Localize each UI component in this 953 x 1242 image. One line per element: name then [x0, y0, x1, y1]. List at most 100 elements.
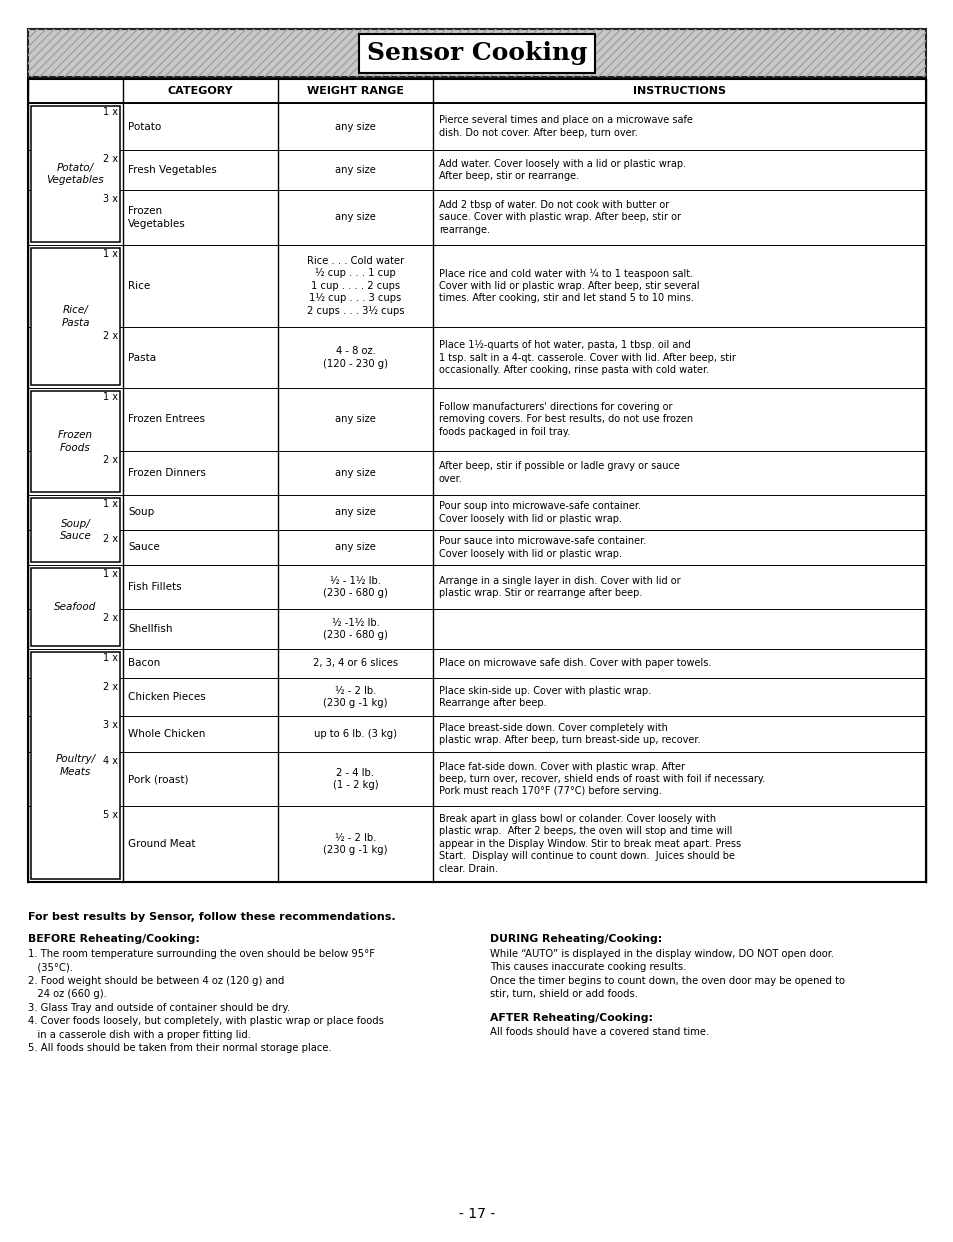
Text: 2. Food weight should be between 4 oz (120 g) and: 2. Food weight should be between 4 oz (1… [28, 975, 284, 985]
Text: Potato: Potato [128, 122, 161, 132]
Text: ½ - 1½ lb.
(230 - 680 g): ½ - 1½ lb. (230 - 680 g) [323, 576, 388, 599]
Text: 4 x: 4 x [103, 756, 118, 766]
Text: 24 oz (660 g).: 24 oz (660 g). [28, 989, 107, 999]
Text: Soup/
Sauce: Soup/ Sauce [59, 519, 91, 542]
Bar [28, 79, 925, 103]
Bar [30, 106, 120, 242]
Text: any size: any size [335, 543, 375, 553]
Text: After beep, stir if possible or ladle gravy or sauce
over.: After beep, stir if possible or ladle gr… [438, 462, 679, 484]
Bar [30, 568, 120, 646]
Text: 3. Glass Tray and outside of container should be dry.: 3. Glass Tray and outside of container s… [28, 1002, 290, 1012]
Text: any size: any size [335, 212, 375, 222]
Text: 4. Cover foods loosely, but completely, with plastic wrap or place foods: 4. Cover foods loosely, but completely, … [28, 1016, 383, 1026]
Text: Pour sauce into microwave-safe container.
Cover loosely with lid or plastic wrap: Pour sauce into microwave-safe container… [438, 537, 645, 559]
Text: Place breast-side down. Cover completely with
plastic wrap. After beep, turn bre: Place breast-side down. Cover completely… [438, 723, 700, 745]
Text: Add 2 tbsp of water. Do not cook with butter or
sauce. Cover with plastic wrap. : Add 2 tbsp of water. Do not cook with bu… [438, 200, 680, 235]
Text: 3 x: 3 x [103, 720, 118, 730]
Text: DURING Reheating/Cooking:: DURING Reheating/Cooking: [490, 934, 661, 944]
Text: Rice: Rice [128, 281, 150, 291]
Text: 2 x: 2 x [103, 682, 118, 692]
Text: CATEGORY: CATEGORY [168, 86, 233, 96]
Text: Sauce: Sauce [128, 543, 159, 553]
Bar [28, 29, 925, 77]
Text: stir, turn, shield or add foods.: stir, turn, shield or add foods. [490, 989, 638, 999]
Text: 1 x: 1 x [103, 248, 118, 258]
Text: Place skin-side up. Cover with plastic wrap.
Rearrange after beep.: Place skin-side up. Cover with plastic w… [438, 686, 651, 708]
Text: Place fat-side down. Cover with plastic wrap. After
beep, turn over, recover, sh: Place fat-side down. Cover with plastic … [438, 761, 764, 796]
Text: Add water. Cover loosely with a lid or plastic wrap.
After beep, stir or rearran: Add water. Cover loosely with a lid or p… [438, 159, 685, 181]
Text: ½ - 2 lb.
(230 g -1 kg): ½ - 2 lb. (230 g -1 kg) [323, 832, 387, 854]
Text: 1 x: 1 x [103, 499, 118, 509]
Text: Ground Meat: Ground Meat [128, 838, 195, 848]
Text: in a casserole dish with a proper fitting lid.: in a casserole dish with a proper fittin… [28, 1030, 251, 1040]
Text: 2 x: 2 x [103, 455, 118, 465]
Text: Frozen Entrees: Frozen Entrees [128, 415, 205, 425]
Text: Rice/
Pasta: Rice/ Pasta [61, 306, 90, 328]
Text: any size: any size [335, 468, 375, 478]
Text: Follow manufacturers' directions for covering or
removing covers. For best resul: Follow manufacturers' directions for cov… [438, 402, 693, 437]
Text: Once the timer begins to count down, the oven door may be opened to: Once the timer begins to count down, the… [490, 975, 844, 985]
Text: 4 - 8 oz.
(120 - 230 g): 4 - 8 oz. (120 - 230 g) [323, 347, 388, 369]
Text: All foods should have a covered stand time.: All foods should have a covered stand ti… [490, 1027, 708, 1037]
Text: any size: any size [335, 122, 375, 132]
Text: 5 x: 5 x [103, 810, 118, 820]
Text: Whole Chicken: Whole Chicken [128, 729, 205, 739]
Text: This causes inaccurate cooking results.: This causes inaccurate cooking results. [490, 963, 685, 972]
Text: Frozen
Foods: Frozen Foods [58, 430, 93, 452]
Text: Place rice and cold water with ¼ to 1 teaspoon salt.
Cover with lid or plastic w: Place rice and cold water with ¼ to 1 te… [438, 268, 699, 303]
Text: 5. All foods should be taken from their normal storage place.: 5. All foods should be taken from their … [28, 1043, 332, 1053]
Text: INSTRUCTIONS: INSTRUCTIONS [633, 86, 725, 96]
Text: Rice . . . Cold water
½ cup . . . 1 cup
1 cup . . . . 2 cups
1½ cup . . . 3 cups: Rice . . . Cold water ½ cup . . . 1 cup … [307, 256, 404, 315]
Text: Arrange in a single layer in dish. Cover with lid or
plastic wrap. Stir or rearr: Arrange in a single layer in dish. Cover… [438, 576, 679, 599]
Text: 3 x: 3 x [103, 194, 118, 204]
Text: 2 x: 2 x [103, 332, 118, 342]
Text: ½ -1½ lb.
(230 - 680 g): ½ -1½ lb. (230 - 680 g) [323, 617, 388, 640]
Text: Fresh Vegetables: Fresh Vegetables [128, 165, 216, 175]
Text: 2 x: 2 x [103, 534, 118, 544]
Text: 2, 3, 4 or 6 slices: 2, 3, 4 or 6 slices [313, 658, 397, 668]
Text: Pasta: Pasta [128, 353, 156, 363]
Text: 1. The room temperature surrounding the oven should be below 95°F: 1. The room temperature surrounding the … [28, 949, 375, 959]
Bar [28, 79, 925, 882]
Text: any size: any size [335, 415, 375, 425]
Bar [30, 247, 120, 385]
Bar [30, 652, 120, 879]
Text: AFTER Reheating/Cooking:: AFTER Reheating/Cooking: [490, 1012, 652, 1022]
Text: any size: any size [335, 165, 375, 175]
Text: Place 1½-quarts of hot water, pasta, 1 tbsp. oil and
1 tsp. salt in a 4-qt. cass: Place 1½-quarts of hot water, pasta, 1 t… [438, 340, 735, 375]
Text: Fish Fillets: Fish Fillets [128, 582, 181, 592]
Text: While “AUTO” is displayed in the display window, DO NOT open door.: While “AUTO” is displayed in the display… [490, 949, 833, 959]
Bar [30, 391, 120, 492]
Text: (35°C).: (35°C). [28, 963, 73, 972]
Text: Poultry/
Meats: Poultry/ Meats [55, 754, 95, 776]
Text: 2 x: 2 x [103, 614, 118, 623]
Text: any size: any size [335, 507, 375, 518]
Text: Frozen Dinners: Frozen Dinners [128, 468, 206, 478]
Text: Pierce several times and place on a microwave safe
dish. Do not cover. After bee: Pierce several times and place on a micr… [438, 116, 692, 138]
Text: up to 6 lb. (3 kg): up to 6 lb. (3 kg) [314, 729, 396, 739]
Text: 1 x: 1 x [103, 392, 118, 402]
Text: Chicken Pieces: Chicken Pieces [128, 692, 206, 702]
Text: 1 x: 1 x [103, 569, 118, 579]
Text: BEFORE Reheating/Cooking:: BEFORE Reheating/Cooking: [28, 934, 200, 944]
Text: Bacon: Bacon [128, 658, 160, 668]
Text: 2 - 4 lb.
(1 - 2 kg): 2 - 4 lb. (1 - 2 kg) [333, 768, 378, 790]
Text: WEIGHT RANGE: WEIGHT RANGE [307, 86, 403, 96]
Text: Soup: Soup [128, 507, 154, 518]
Text: Seafood: Seafood [54, 602, 96, 612]
Text: ½ - 2 lb.
(230 g -1 kg): ½ - 2 lb. (230 g -1 kg) [323, 686, 387, 708]
Text: 1 x: 1 x [103, 107, 118, 117]
Text: Shellfish: Shellfish [128, 623, 172, 633]
Text: Potato/
Vegetables: Potato/ Vegetables [47, 163, 104, 185]
Text: Sensor Cooking: Sensor Cooking [366, 41, 587, 65]
Text: Frozen
Vegetables: Frozen Vegetables [128, 206, 186, 229]
Text: 2 x: 2 x [103, 154, 118, 164]
Text: Place on microwave safe dish. Cover with paper towels.: Place on microwave safe dish. Cover with… [438, 658, 711, 668]
Bar [30, 498, 120, 561]
Text: 1 x: 1 x [103, 653, 118, 663]
Text: Pork (roast): Pork (roast) [128, 774, 189, 784]
Text: For best results by Sensor, follow these recommendations.: For best results by Sensor, follow these… [28, 912, 395, 922]
Text: Pour soup into microwave-safe container.
Cover loosely with lid or plastic wrap.: Pour soup into microwave-safe container.… [438, 501, 640, 524]
Text: - 17 -: - 17 - [458, 1207, 495, 1221]
Text: Break apart in glass bowl or colander. Cover loosely with
plastic wrap.  After 2: Break apart in glass bowl or colander. C… [438, 814, 740, 873]
